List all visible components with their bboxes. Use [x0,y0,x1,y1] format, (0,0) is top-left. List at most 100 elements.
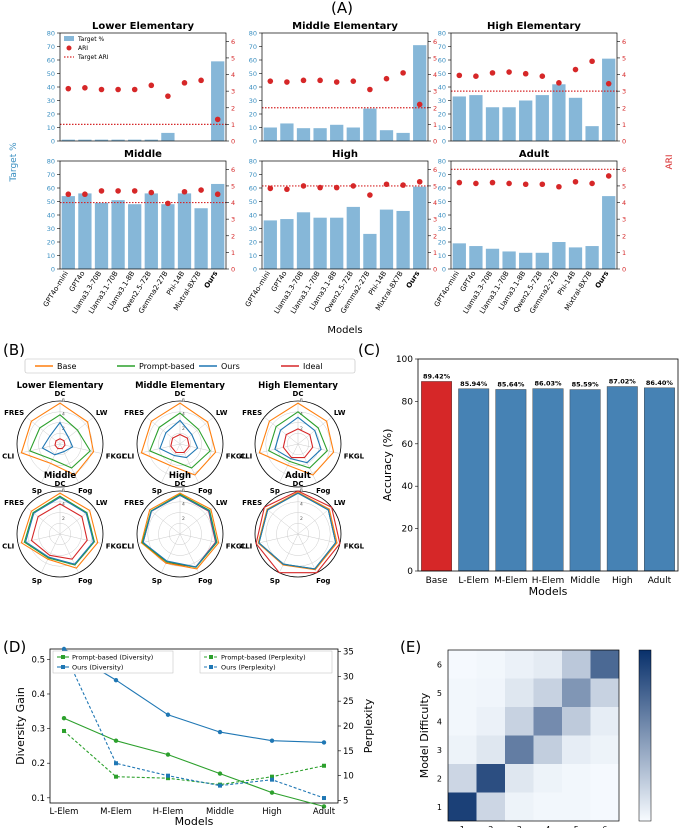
ari-point [98,86,105,93]
x-tick-label: Middle [206,807,234,817]
radar-spoke [297,443,340,454]
radar-axis-label: CLI [122,452,134,460]
radar-axis-label: Fog [198,577,212,585]
radar-spoke [297,443,317,483]
left-tick-label: 20 [249,239,257,247]
radar-series-ours [159,419,199,459]
ari-point [506,180,512,187]
ari-point [148,82,155,89]
left-tick-label: 30 [438,97,446,105]
heatmap: 123456123456User ResponseModel Difficult… [418,649,652,828]
bar-target-pct [585,126,599,141]
heatmap-cell [476,764,505,793]
ari-point [267,185,274,192]
ari-point [605,173,612,179]
legend-label: Base [57,362,77,371]
radar-6: 2 4 6DC LW FKGL Fog Sp CLI FRES Adult [240,471,365,585]
right-tick-label: 1 [231,121,235,129]
radar-title: Middle [44,471,76,481]
accuracy-chart: 89.42% Base 85.94% L-Elem 85.64% M-Elem 86.03%… [381,355,679,598]
accuracy-value-label: 87.02% [609,378,637,386]
radar-series-base [258,402,335,476]
legend-box [24,358,356,374]
ari-point [333,79,340,85]
radar-spoke [59,443,102,454]
radar-axis-label: LW [96,409,108,417]
ari-point [350,78,357,84]
ari-point [300,77,307,84]
subplot-title: High Elementary [487,21,581,32]
bar-target-pct [452,243,466,269]
bar-target-pct [161,132,175,141]
accuracy-bar [458,388,490,572]
line-point [270,777,274,782]
left-tick-label: 40 [47,212,55,220]
radar-axis-label: DC [293,480,304,488]
right-tick-label: 3 [433,88,437,96]
radar-4: 2 4 6DC LW FKGL Fog Sp CLI FRES Middle [2,471,127,585]
subplot-a-3: 0 10 20 30 40 50 60 70 80 0 1 2 3 4 5 6 High Elementary [438,21,626,146]
heatmap-cell [448,678,477,707]
y-axis-label-left: Target % [9,142,19,183]
y-tick-label: 3 [437,746,442,755]
left-tick-label: 20 [438,239,446,247]
ari-point [198,77,204,84]
radar-series-base [20,492,99,569]
radar-spoke [146,416,181,445]
right-tick-label: 5 [622,54,626,62]
legend-swatch-ari [66,45,72,51]
accuracy-bar [569,389,601,572]
heatmap-cell [590,678,619,707]
legend-label: Target % [77,36,104,43]
line-point [114,761,118,766]
bar-target-pct [363,233,377,269]
accuracy-bar [532,388,564,572]
x-tick-label: 1 [460,825,465,828]
right-tick-label: 2 [433,104,437,112]
heatmap-cell [590,792,619,821]
line-point [165,712,171,717]
radar-axis-label: FRES [242,499,262,507]
panel-label-e: (E) [400,638,421,656]
radar-axis-label: FKGL [226,542,247,550]
heatmap-cell [505,735,534,764]
radar-axis-label: Sp [270,577,280,585]
line-series [63,717,325,808]
left-tick-label: 50 [438,198,446,206]
radar-axis-label: CLI [240,542,252,550]
radar-ring-label: 6 [182,487,185,493]
radar-series-promptbased [268,411,328,469]
ari-point [416,178,423,185]
subplot-a-6: 010203040506070800123456AdultGPT4o-miniG… [433,149,626,315]
bar-target-pct [313,128,327,141]
left-tick-label: 10 [438,252,446,260]
right-tick-label: 5 [231,182,235,190]
line-series [63,730,325,786]
radar-axis-label: FRES [242,409,262,417]
y-tick-label: 2 [437,774,442,783]
x-tick-label: High [262,807,282,817]
left-tick-label: 30 [249,97,257,105]
y-axis-label-right: ARI [665,154,675,169]
ari-point [605,80,612,87]
legend-label: Ours [221,362,240,371]
model-tick-label: GPT4o-mini [433,270,461,309]
y-tick-label: 60 [402,440,414,450]
heatmap-cell [533,764,562,793]
y-tick-label: 5 [437,689,442,698]
ari-point [589,58,595,65]
legend-label: ARI [78,45,88,52]
left-tick-label: 30 [47,225,55,233]
model-tick-label: Ours [594,270,611,290]
right-tick-label: 5 [622,182,626,190]
bar-target-pct [94,139,109,141]
left-tick-label: 80 [47,158,55,166]
heatmap-cell [505,707,534,736]
right-tick-label: 1 [231,249,235,257]
left-tick-label: 0 [253,138,257,146]
radar-spoke [179,416,214,445]
radar-spoke [264,416,299,445]
left-tick-label: 60 [438,57,446,65]
x-tick-label: Adult [313,807,336,817]
bar-target-pct [296,128,311,141]
